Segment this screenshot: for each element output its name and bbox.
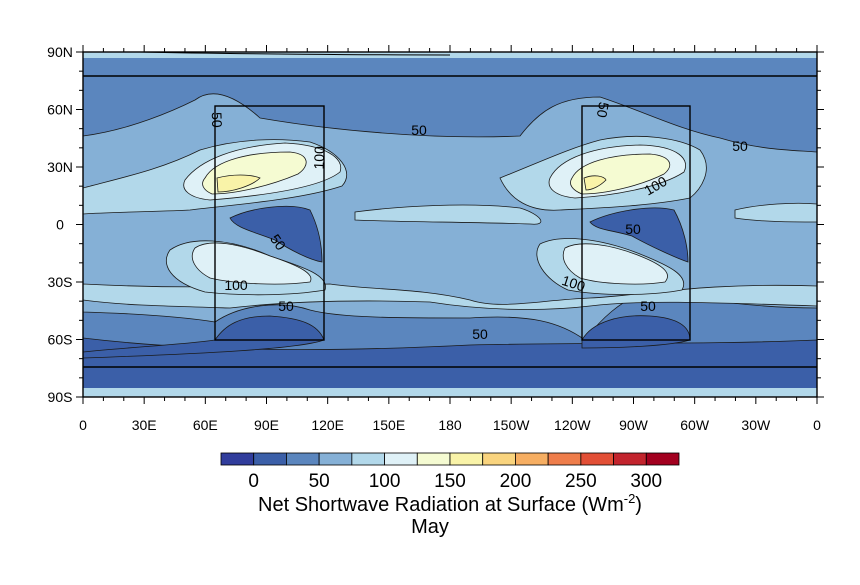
x-tick-label: 30E — [132, 417, 157, 433]
band-100-125-equator-east — [734, 202, 817, 223]
x-tick-label: 180 — [438, 417, 462, 433]
x-tick-label: 90W — [619, 417, 649, 433]
polar-cap-south — [83, 388, 817, 397]
contour-label-50-i: 50 — [640, 298, 656, 314]
y-tick-label: 30N — [47, 159, 73, 175]
colorbar-swatch — [515, 452, 549, 466]
band-125-150-east-south — [562, 243, 668, 285]
band-175-200-west — [216, 174, 261, 193]
colorbar-swatch — [416, 452, 451, 466]
y-tick-label: 0 — [56, 217, 64, 233]
contour-label-50-h: 50 — [625, 221, 641, 237]
x-tick-label: 60W — [680, 417, 710, 433]
low-25-50-west-equator — [229, 205, 323, 263]
region-box-america — [581, 105, 691, 341]
chart-title: Net Shortwave Radiation at Surface (Wm-2… — [258, 491, 642, 516]
colorbar-tick-label: 0 — [248, 471, 259, 492]
colorbar-swatch — [645, 452, 680, 466]
colorbar-swatch — [318, 452, 353, 466]
low-25-50-east-equator — [589, 207, 689, 263]
colorbar-swatch — [482, 452, 516, 466]
x-tick-label: 150E — [372, 417, 405, 433]
colorbar-tick-label: 150 — [434, 471, 466, 492]
y-tick-label: 60S — [48, 332, 73, 348]
y-axis-labels: 90N 60N 30N 0 30S 60S 90S — [47, 44, 73, 405]
colorbar-tick-label: 100 — [369, 471, 401, 492]
colorbar-swatch — [449, 452, 484, 466]
contour-field — [83, 52, 817, 397]
contour-label-50-g: 50 — [594, 101, 612, 119]
colorbar-swatch — [580, 452, 614, 466]
contour-label-50-f: 50 — [732, 138, 748, 154]
colorbar-swatch — [351, 452, 385, 466]
axis-ticks — [76, 45, 824, 404]
x-tick-label: 30W — [741, 417, 771, 433]
colorbar — [220, 452, 680, 466]
y-tick-label: 90S — [48, 389, 73, 405]
contour-labels: 50 100 50 100 50 50 50 50 50 50 100 50 1… — [209, 101, 748, 342]
colorbar-swatch — [547, 452, 582, 466]
colorbar-tick-label: 300 — [630, 471, 662, 492]
band-175-200-east — [583, 175, 607, 191]
y-tick-label: 30S — [48, 274, 73, 290]
x-axis-labels: 0 30E 60E 90E 120E 150E 180 150W 120W 90… — [79, 417, 821, 433]
contour-label-100-d: 100 — [560, 272, 587, 295]
contour-label-100-a: 100 — [311, 146, 328, 170]
region-box-asia — [214, 105, 325, 341]
chart-title-superscript: -2 — [624, 491, 636, 506]
x-tick-label: 120W — [554, 417, 591, 433]
contour-label-50-d: 50 — [278, 298, 294, 314]
x-tick-label: 90E — [254, 417, 279, 433]
chart-title-main: Net Shortwave Radiation at Surface (Wm — [258, 494, 624, 516]
colorbar-swatch — [286, 452, 320, 466]
arctic-contour-wisp — [139, 51, 451, 56]
colorbar-swatch — [613, 452, 647, 466]
contour-label-50-b: 50 — [209, 112, 226, 128]
contour-label-50-a: 50 — [411, 122, 427, 138]
x-tick-label: 0 — [813, 417, 821, 433]
x-tick-label: 0 — [79, 417, 87, 433]
colorbar-tick-label: 50 — [309, 471, 330, 492]
colorbar-swatch — [253, 452, 287, 466]
y-tick-label: 90N — [47, 44, 73, 60]
band-125-150-west-south — [191, 242, 312, 285]
colorbar-tick-label: 200 — [500, 471, 532, 492]
colorbar-labels: 0 50 100 150 200 250 300 — [248, 471, 662, 492]
chart-subtitle: May — [411, 516, 449, 538]
band-100-125-equator-central — [354, 204, 542, 225]
y-tick-label: 60N — [47, 102, 73, 118]
contour-label-100-b: 100 — [224, 277, 248, 293]
low-25-50-west-south — [83, 315, 325, 359]
x-tick-label: 60E — [193, 417, 218, 433]
chart-title-suffix: ) — [635, 494, 642, 516]
x-tick-label: 150W — [493, 417, 530, 433]
contour-label-50-e: 50 — [472, 326, 488, 342]
colorbar-swatch — [384, 452, 418, 466]
colorbar-tick-label: 250 — [565, 471, 597, 492]
colorbar-swatch — [220, 452, 255, 466]
x-tick-label: 120E — [311, 417, 344, 433]
